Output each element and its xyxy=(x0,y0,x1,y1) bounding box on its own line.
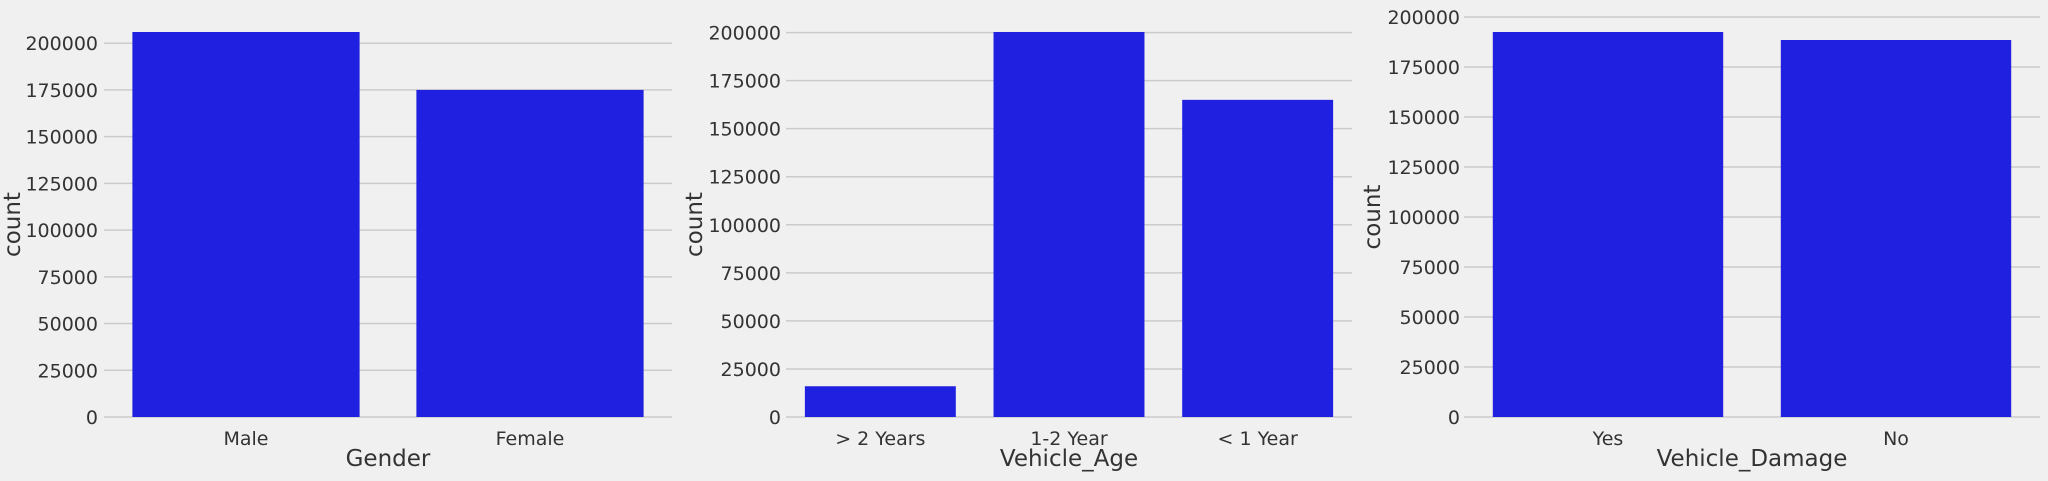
bar-gender-1 xyxy=(416,89,644,417)
y-tick-label: 100000 xyxy=(1387,207,1460,229)
y-axis-label: count xyxy=(682,192,708,257)
subplot-gender: 0 25000 50000 75000 100000 125000 150000 175000… xyxy=(0,32,672,472)
x-axis-label: Gender xyxy=(346,446,431,472)
y-tick-label: 125000 xyxy=(25,173,98,195)
bar-vehicle-age-2 xyxy=(1182,99,1334,418)
y-tick-label: 150000 xyxy=(1387,107,1460,129)
y-tick-label: 150000 xyxy=(708,119,781,141)
y-tick-label: 200000 xyxy=(1387,7,1460,29)
y-tick-label: 125000 xyxy=(708,167,781,189)
bar-vehicle-damage-1 xyxy=(1780,40,2012,417)
y-tick-label: 75000 xyxy=(1400,257,1460,279)
y-tick-label: 175000 xyxy=(1387,57,1460,79)
x-tick-label: Male xyxy=(223,428,268,450)
x-tick-label: < 1 Year xyxy=(1218,428,1299,450)
y-tick-label: 100000 xyxy=(708,215,781,237)
y-tick-label: 25000 xyxy=(1400,357,1460,379)
y-axis-label: count xyxy=(0,192,26,257)
x-tick-label: No xyxy=(1883,428,1909,450)
bar-gender-0 xyxy=(132,32,360,417)
x-tick-label: Female xyxy=(496,428,565,450)
y-tick-label: 100000 xyxy=(25,220,98,242)
x-tick-label: Yes xyxy=(1592,428,1624,450)
x-axis-label: Vehicle_Age xyxy=(1000,446,1138,472)
y-tick-label: 175000 xyxy=(25,80,98,102)
y-tick-label: 150000 xyxy=(25,127,98,149)
y-tick-label: 25000 xyxy=(38,360,98,382)
bar-vehicle-age-0 xyxy=(804,386,956,417)
x-axis-label: Vehicle_Damage xyxy=(1657,446,1848,472)
y-tick-label: 200000 xyxy=(25,33,98,55)
y-tick-label: 0 xyxy=(86,407,98,429)
y-tick-label: 50000 xyxy=(1400,307,1460,329)
y-tick-label: 50000 xyxy=(721,311,781,333)
y-tick-label: 50000 xyxy=(38,314,98,336)
x-tick-label: 1-2 Year xyxy=(1030,428,1107,450)
subplot-vehicle-age: 0 25000 50000 75000 100000 125000 150000 175000… xyxy=(682,23,1352,472)
y-tick-label: 75000 xyxy=(721,263,781,285)
x-tick-label: > 2 Years xyxy=(835,428,925,450)
y-tick-label: 200000 xyxy=(708,23,781,45)
y-tick-label: 75000 xyxy=(38,267,98,289)
y-tick-label: 0 xyxy=(769,407,781,429)
y-tick-label: 175000 xyxy=(708,71,781,93)
y-axis-label: count xyxy=(1360,185,1386,250)
y-tick-label: 0 xyxy=(1448,407,1460,429)
y-tick-label: 25000 xyxy=(721,359,781,381)
bar-vehicle-age-1 xyxy=(993,32,1145,417)
y-tick-label: 125000 xyxy=(1387,157,1460,179)
subplot-vehicle-damage: 0 25000 50000 75000 100000 125000 150000 175000… xyxy=(1360,7,2040,472)
bar-vehicle-damage-0 xyxy=(1492,32,1724,417)
